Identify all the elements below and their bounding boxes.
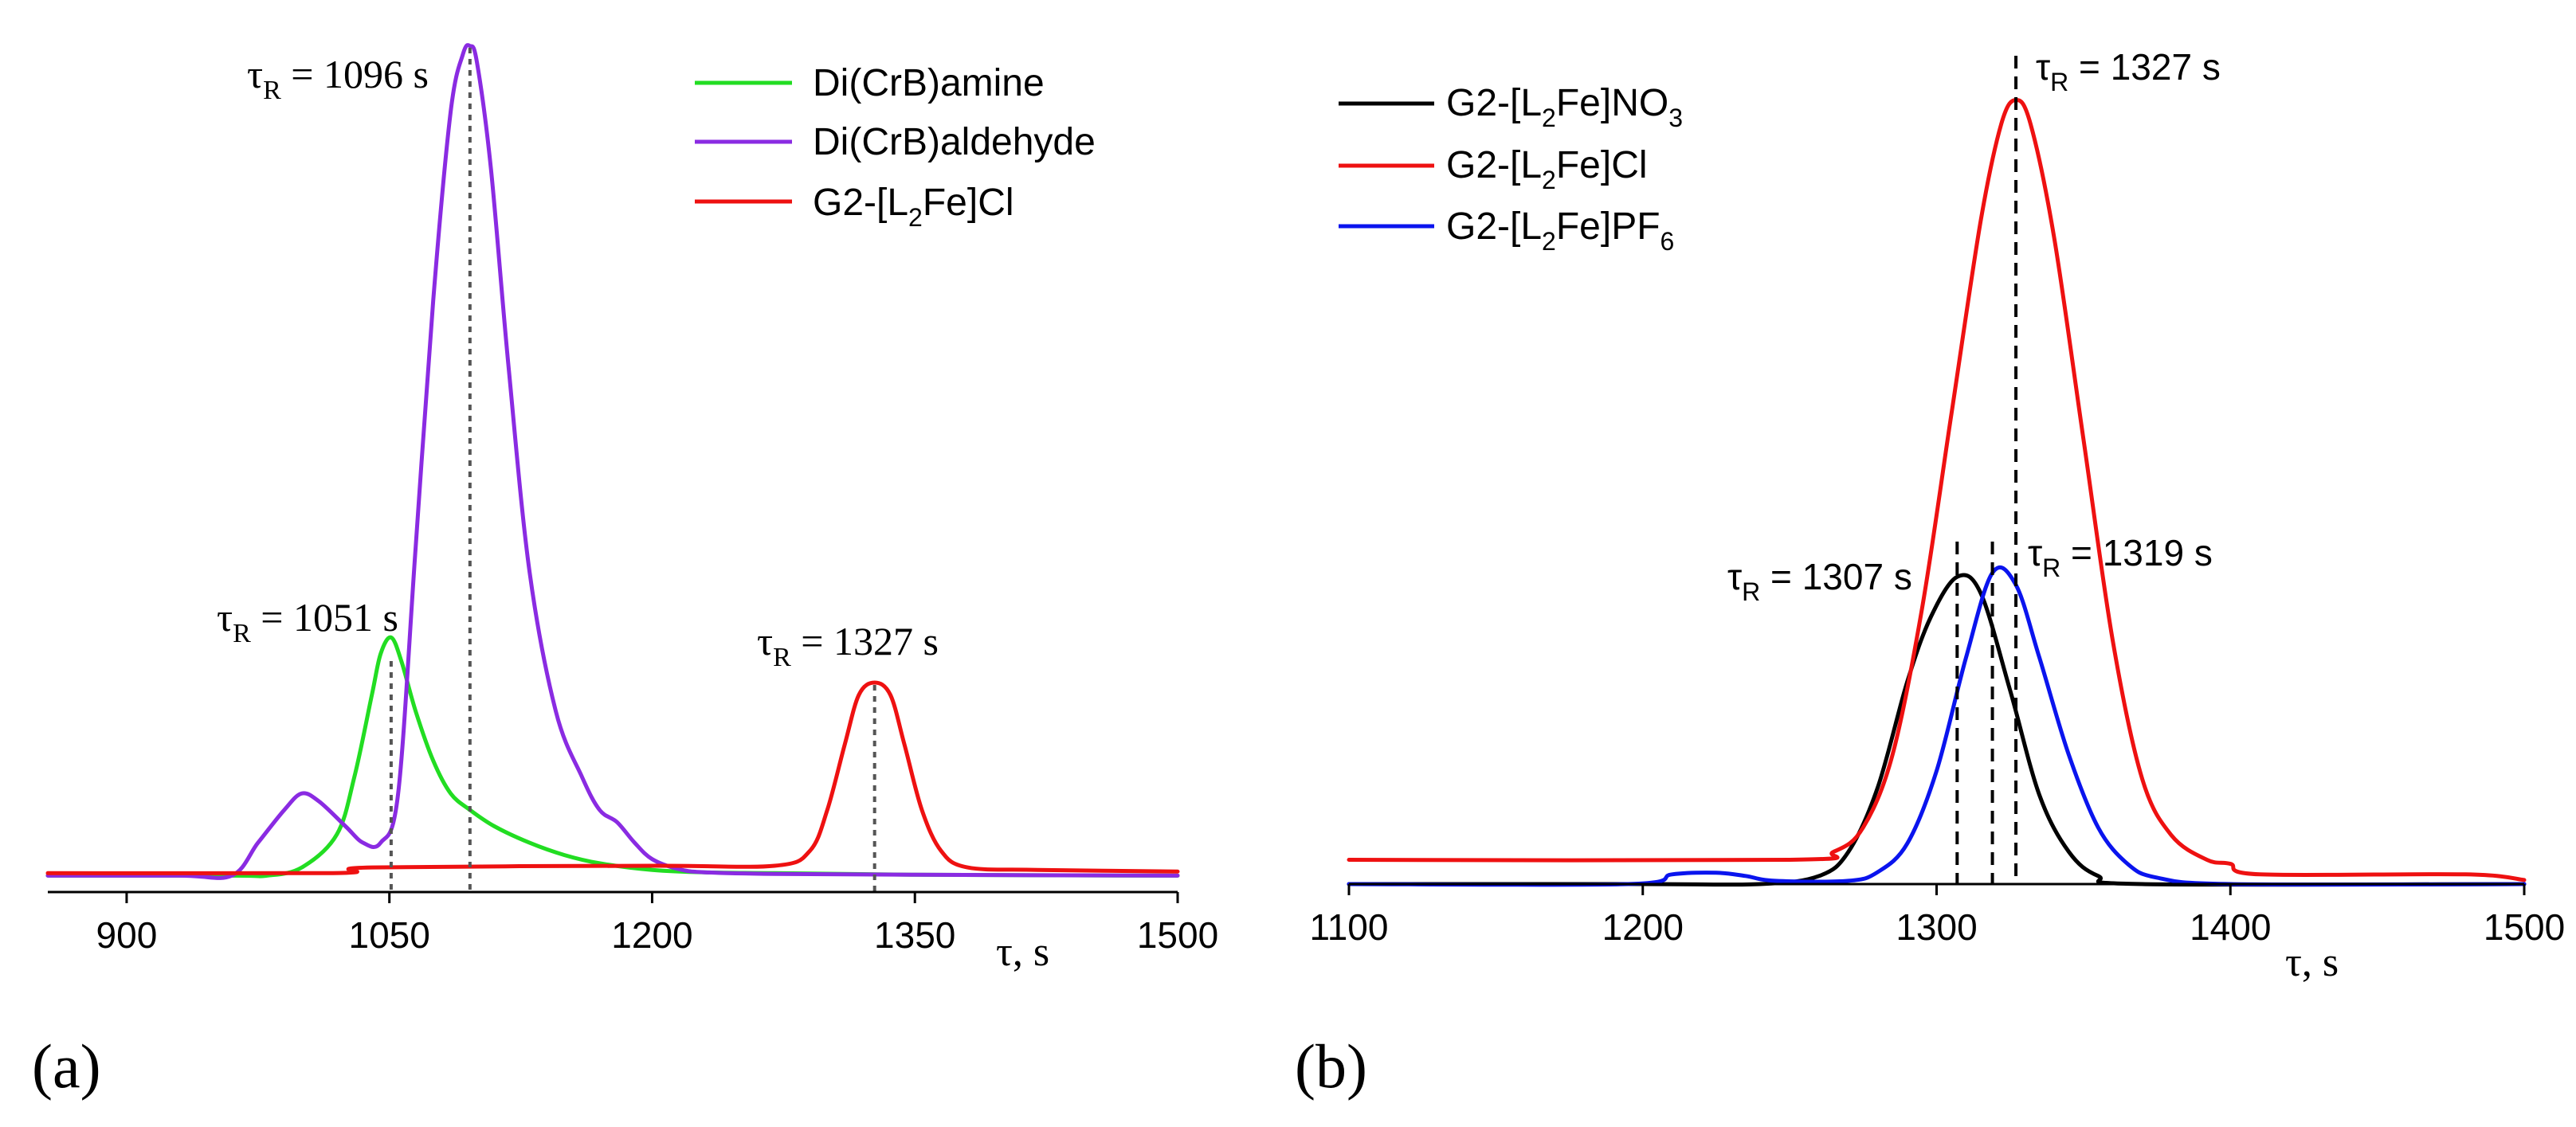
panel-a-legend-label-aldehyde: Di(CrB)aldehyde (813, 121, 1096, 163)
panel-b-tick-label-1100: 1100 (1310, 906, 1389, 948)
panel-a-legend: Di(CrB)amine Di(CrB)aldehyde G2-[L2Fe]Cl (695, 62, 1096, 232)
panel-a-tick-label-1050: 1050 (349, 914, 430, 956)
panel-a-tick-label-900: 900 (96, 914, 158, 956)
panel-b-label: (b) (1295, 1031, 1367, 1101)
panel-b-tick-label-1500: 1500 (2484, 906, 2565, 948)
panel-b-tick-label-1200: 1200 (1602, 906, 1684, 948)
panel-a-legend-label-fecl: G2-[L2Fe]Cl (813, 182, 1014, 232)
panel-b-ticks: 1100 1200 1300 1400 1500 (1310, 884, 2565, 948)
panel-b-annotation-1327: τR = 1327 s (2036, 46, 2221, 96)
panel-b-retention-lines (1955, 56, 2018, 884)
panel-b-annotation-1307: τR = 1307 s (1727, 556, 1912, 606)
panel-a-x-axis-title: τ, s (996, 929, 1049, 975)
panel-b-tick-label-1400: 1400 (2190, 906, 2271, 948)
panel-b-series-0-line (1347, 573, 2527, 887)
panel-a-curves (45, 43, 1180, 880)
panel-a-retention-lines (389, 48, 876, 892)
panel-b-series-2-line (1347, 565, 2527, 887)
panel-b-tick-label-1300: 1300 (1896, 906, 1977, 948)
panel-b-legend-label-pf6: G2-[L2Fe]PF6 (1446, 205, 1674, 256)
panel-a-series-1-line (45, 43, 1180, 880)
panel-a-ticks: 900 1050 1200 1350 1500 (96, 892, 1218, 956)
panel-a-label: (a) (32, 1031, 101, 1101)
panel-b-legend-label-no3: G2-[L2Fe]NO3 (1446, 82, 1683, 132)
panel-a-tick-label-1200: 1200 (611, 914, 692, 956)
panel-a-annotation-1327: τR = 1327 s (757, 619, 939, 672)
panel-b-annotation-1319: τR = 1319 s (2028, 532, 2213, 582)
panel-a-series-0-line (45, 635, 1180, 879)
panel-b-legend-label-cl: G2-[L2Fe]Cl (1446, 144, 1648, 194)
panel-b: 1100 1200 1300 1400 1500 τ, s τR = 1327 s τR… (1295, 46, 2565, 1101)
panel-a-tick-label-1350: 1350 (874, 914, 955, 956)
panel-b-legend: G2-[L2Fe]NO3 G2-[L2Fe]Cl G2-[L2Fe]PF6 (1339, 82, 1683, 256)
panel-b-series-1-line (1347, 98, 2527, 882)
panel-b-x-axis-title: τ, s (2285, 940, 2339, 985)
panel-a-series-2-line (45, 680, 1180, 875)
panel-a-annotation-1096: τR = 1096 s (247, 52, 429, 105)
panel-a: 900 1050 1200 1350 1500 τ, s τR = 1096 s τR … (32, 43, 1218, 1101)
panel-a-tick-label-1500: 1500 (1137, 914, 1218, 956)
panel-a-annotation-1051: τR = 1051 s (217, 595, 398, 648)
panel-a-legend-label-amine: Di(CrB)amine (813, 62, 1045, 104)
